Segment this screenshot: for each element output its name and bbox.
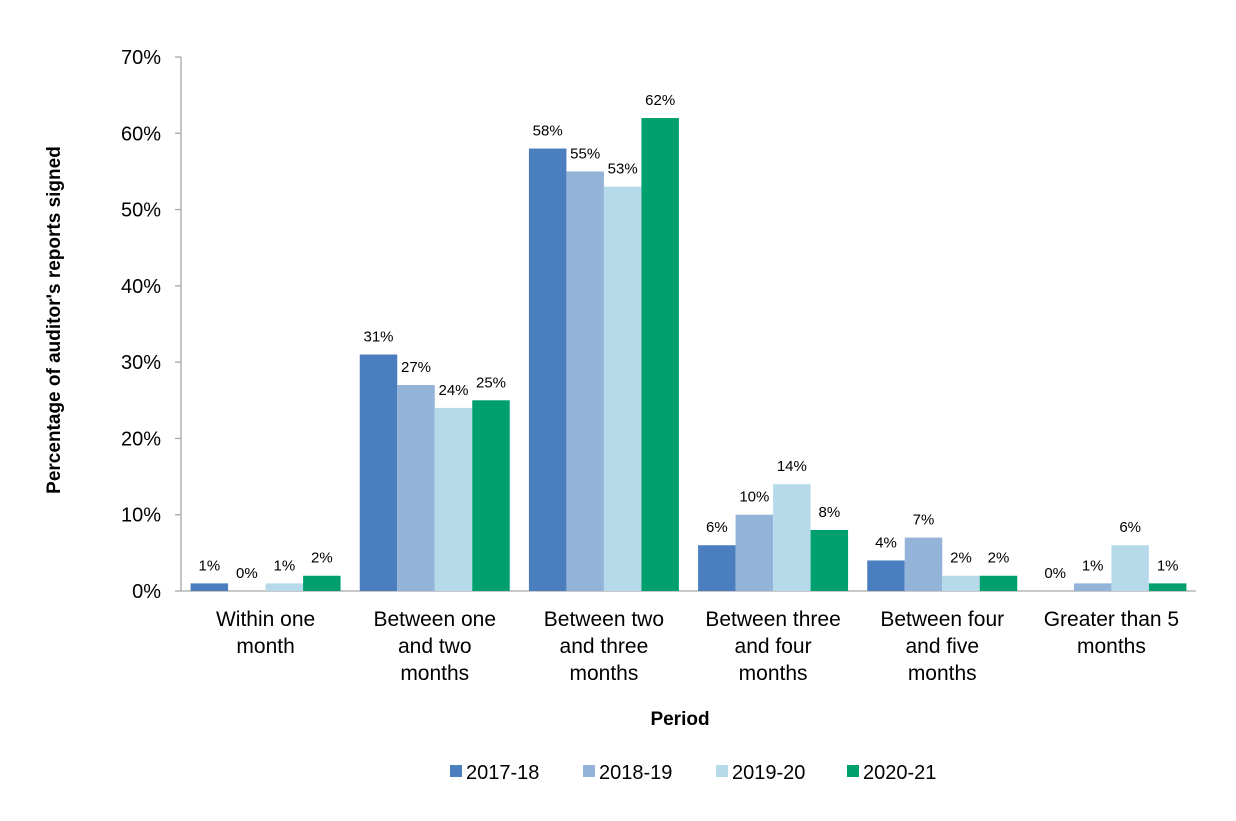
bar-2018-19 bbox=[566, 171, 604, 591]
x-category-label: Within one month bbox=[216, 608, 315, 658]
bar-2019-20 bbox=[434, 407, 473, 591]
data-label: 25% bbox=[476, 374, 506, 391]
x-category-label: Between four and five months bbox=[880, 608, 1004, 685]
bar-2017-18 bbox=[190, 583, 229, 591]
data-label: 62% bbox=[645, 92, 675, 109]
bar-2018-19 bbox=[735, 514, 774, 591]
data-label: 24% bbox=[438, 382, 468, 399]
legend: 2017-18 2018-19 2019-20 2020-21 bbox=[450, 762, 936, 784]
data-label: 53% bbox=[608, 161, 638, 178]
data-label: 10% bbox=[739, 489, 769, 506]
y-tick-label: 40% bbox=[121, 276, 161, 298]
data-label: 4% bbox=[875, 534, 897, 551]
legend-label: 2019-20 bbox=[732, 762, 805, 784]
y-tick-label: 10% bbox=[121, 505, 161, 527]
bar-2019-20 bbox=[942, 575, 980, 591]
data-label: 1% bbox=[198, 557, 220, 574]
bar-2018-19 bbox=[1073, 583, 1112, 591]
data-label: 1% bbox=[1082, 557, 1104, 574]
bar-2020-21 bbox=[1148, 583, 1187, 591]
data-label: 14% bbox=[777, 458, 807, 475]
bar-2019-20 bbox=[773, 484, 811, 591]
x-category-label: Greater than 5 months bbox=[1044, 608, 1179, 658]
y-tick-label: 20% bbox=[121, 428, 161, 450]
bar-2020-21 bbox=[810, 529, 849, 591]
bars bbox=[190, 118, 1187, 592]
y-axis: 0% 10% 20% 30% 40% 50% 60% 70% bbox=[121, 47, 182, 603]
bar-2018-19 bbox=[904, 537, 943, 591]
x-category-label: Between three and four months bbox=[705, 608, 840, 685]
bar-2020-21 bbox=[641, 118, 679, 592]
bar-2019-20 bbox=[265, 583, 304, 591]
data-label: 1% bbox=[273, 557, 295, 574]
bar-2017-18 bbox=[698, 545, 736, 591]
data-label: 6% bbox=[1119, 519, 1141, 536]
y-tick-label: 0% bbox=[132, 581, 161, 603]
data-label: 0% bbox=[236, 565, 258, 582]
data-label: 31% bbox=[363, 329, 393, 346]
y-tick-label: 50% bbox=[121, 200, 161, 222]
y-tick-label: 60% bbox=[121, 123, 161, 145]
data-label: 58% bbox=[533, 123, 563, 140]
legend-swatch bbox=[450, 765, 462, 777]
data-label: 27% bbox=[401, 359, 431, 376]
legend-swatch bbox=[716, 765, 728, 777]
data-label: 7% bbox=[913, 512, 935, 529]
x-axis: Within one month Between one and two months B… bbox=[181, 590, 1196, 685]
data-label: 2% bbox=[311, 550, 333, 567]
data-label: 1% bbox=[1157, 557, 1179, 574]
bar-2017-18 bbox=[359, 354, 398, 591]
y-tick-label: 70% bbox=[121, 47, 161, 69]
bar-2020-21 bbox=[303, 575, 341, 591]
data-labels: 1% 31% 58% 6% 4% 0% 0% 27% 55% 10% 7% 1% 1% 24% 53% 14%… bbox=[198, 92, 1178, 582]
bar-2019-20 bbox=[1111, 545, 1149, 591]
data-label: 2% bbox=[950, 550, 972, 567]
x-category-label: Between two and three months bbox=[544, 608, 664, 685]
legend-swatch bbox=[583, 765, 595, 777]
data-label: 8% bbox=[818, 504, 840, 521]
data-label: 2% bbox=[988, 550, 1010, 567]
bar-2017-18 bbox=[528, 148, 567, 592]
legend-swatch bbox=[847, 765, 859, 777]
bar-2018-19 bbox=[397, 385, 435, 591]
x-axis-title: Period bbox=[650, 709, 709, 730]
bar-2020-21 bbox=[979, 575, 1018, 591]
bar-2020-21 bbox=[472, 400, 510, 591]
data-label: 6% bbox=[706, 519, 728, 536]
data-label: 0% bbox=[1044, 565, 1066, 582]
bar-2019-20 bbox=[603, 186, 642, 591]
x-category-label: Between one and two months bbox=[373, 608, 496, 685]
legend-label: 2020-21 bbox=[863, 762, 936, 784]
legend-label: 2017-18 bbox=[466, 762, 539, 784]
legend-label: 2018-19 bbox=[599, 762, 672, 784]
data-label: 55% bbox=[570, 145, 600, 162]
y-tick-label: 30% bbox=[121, 352, 161, 374]
y-axis-title: Percentage of auditor's reports signed bbox=[44, 146, 65, 494]
bar-2017-18 bbox=[867, 560, 905, 591]
